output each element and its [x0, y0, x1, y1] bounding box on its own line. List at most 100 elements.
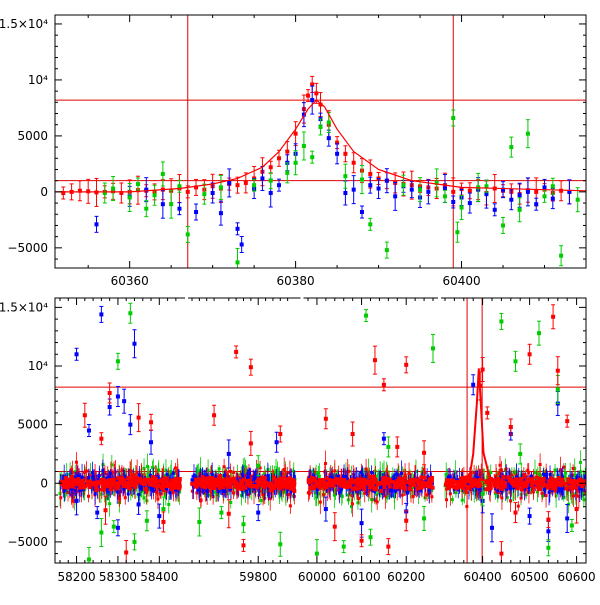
- marker: [203, 485, 207, 489]
- marker: [363, 492, 366, 495]
- marker: [465, 505, 468, 508]
- marker: [283, 480, 287, 484]
- marker: [70, 475, 74, 479]
- marker: [451, 200, 455, 204]
- marker: [218, 467, 221, 470]
- marker: [579, 461, 582, 464]
- marker: [343, 174, 347, 178]
- marker: [534, 202, 538, 206]
- marker: [501, 223, 505, 227]
- marker: [91, 471, 94, 474]
- marker: [327, 136, 331, 140]
- marker: [518, 193, 522, 197]
- data-point: [501, 217, 505, 233]
- marker: [94, 488, 98, 492]
- marker: [328, 478, 332, 482]
- marker: [221, 485, 225, 489]
- marker: [377, 187, 381, 191]
- marker: [306, 94, 310, 98]
- marker: [561, 490, 564, 493]
- marker: [142, 482, 146, 486]
- marker: [509, 145, 513, 149]
- data-point: [377, 179, 381, 199]
- marker: [310, 155, 314, 159]
- marker: [248, 480, 252, 484]
- data-point: [144, 201, 148, 217]
- marker: [203, 477, 207, 481]
- marker: [113, 473, 116, 476]
- marker: [289, 487, 293, 491]
- data-point: [526, 178, 530, 206]
- marker: [343, 152, 347, 156]
- marker: [421, 480, 425, 484]
- data-point: [302, 132, 306, 160]
- marker: [218, 474, 222, 478]
- marker: [342, 484, 346, 488]
- marker: [232, 492, 235, 495]
- marker: [370, 482, 374, 486]
- data-point: [128, 183, 132, 211]
- data-point: [269, 161, 273, 173]
- marker: [111, 187, 115, 191]
- data-point: [352, 176, 356, 204]
- marker: [209, 479, 213, 483]
- marker: [496, 489, 499, 492]
- marker: [426, 190, 430, 194]
- data-point: [343, 146, 347, 162]
- marker: [543, 185, 547, 189]
- marker: [368, 183, 372, 187]
- marker: [154, 484, 158, 488]
- x-tick-label: 60380: [277, 274, 315, 288]
- marker: [172, 472, 175, 475]
- marker: [228, 479, 232, 483]
- data-point: [484, 180, 488, 192]
- marker: [116, 476, 120, 480]
- marker: [285, 150, 289, 154]
- marker: [194, 210, 198, 214]
- marker: [554, 468, 557, 471]
- data-point: [385, 242, 389, 258]
- marker: [202, 192, 206, 196]
- marker: [518, 208, 522, 212]
- marker: [294, 161, 298, 165]
- x-tick-label: 60400: [442, 274, 480, 288]
- marker: [294, 132, 298, 136]
- marker: [530, 475, 533, 478]
- data-point: [194, 179, 198, 195]
- marker: [152, 489, 155, 492]
- data-point: [455, 222, 459, 242]
- marker: [548, 491, 551, 494]
- marker: [374, 487, 378, 491]
- marker: [278, 479, 282, 483]
- marker: [495, 474, 498, 477]
- marker: [368, 172, 372, 176]
- baseline-cloud: [59, 450, 588, 516]
- marker: [91, 475, 94, 478]
- marker: [240, 487, 244, 491]
- marker: [451, 498, 454, 501]
- data-point: [194, 204, 198, 220]
- marker: [352, 161, 356, 165]
- top-plot-frame: [55, 15, 586, 268]
- marker: [401, 494, 404, 497]
- x-tick-label: 60360: [111, 274, 149, 288]
- marker: [217, 490, 220, 493]
- data-point: [236, 248, 240, 276]
- marker: [468, 201, 472, 205]
- marker: [347, 498, 350, 501]
- data-point: [468, 193, 472, 213]
- data-point: [202, 184, 206, 204]
- marker: [229, 470, 232, 473]
- marker: [94, 222, 98, 226]
- marker: [412, 495, 415, 498]
- marker: [451, 116, 455, 120]
- marker: [63, 489, 66, 492]
- marker: [309, 480, 313, 484]
- marker: [151, 475, 155, 479]
- marker: [276, 470, 279, 473]
- marker: [186, 232, 190, 236]
- marker: [343, 478, 347, 482]
- marker: [289, 504, 292, 507]
